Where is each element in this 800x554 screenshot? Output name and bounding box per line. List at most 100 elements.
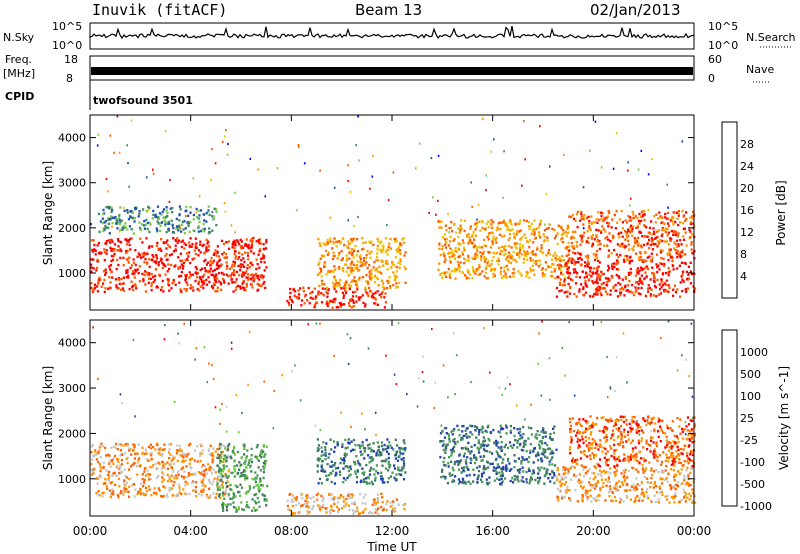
heatmap-cell [444, 243, 447, 246]
heatmap-cell [444, 475, 447, 479]
heatmap-cell [566, 468, 570, 471]
heatmap-cell [499, 233, 502, 236]
heatmap-cell [462, 241, 465, 245]
heatmap-cell [304, 293, 307, 297]
heatmap-cell [445, 432, 448, 435]
heatmap-cell [239, 269, 242, 272]
heatmap-cell [115, 284, 118, 287]
heatmap-cell [129, 465, 132, 468]
heatmap-cell [251, 263, 254, 267]
heatmap-cell [126, 209, 129, 212]
heatmap-cell [370, 466, 373, 470]
heatmap-cell [392, 448, 395, 451]
heatmap-cell [225, 473, 228, 477]
heatmap-cell [451, 466, 454, 470]
heatmap-cell [144, 452, 147, 455]
heatmap-cell [634, 241, 637, 244]
heatmap-cell [180, 468, 183, 471]
heatmap-cell [105, 485, 108, 488]
heatmap-cell [150, 272, 153, 276]
heatmap-cell [155, 254, 158, 257]
heatmap-cell [655, 485, 658, 488]
heatmap-cell [556, 232, 559, 235]
heatmap-cell [637, 292, 640, 295]
heatmap-cell [172, 280, 175, 284]
heatmap-cell [664, 495, 667, 498]
heatmap-cell [653, 480, 656, 484]
heatmap-cell [625, 289, 628, 292]
heatmap-cell [155, 493, 158, 496]
heatmap-cell [678, 500, 681, 503]
heatmap-cell [215, 273, 218, 276]
heatmap-cell [404, 449, 407, 452]
heatmap-cell [480, 255, 483, 258]
heatmap-cell [368, 252, 371, 255]
heatmap-cell [351, 295, 355, 298]
heatmap-cell [493, 442, 496, 445]
heatmap-cell [247, 490, 250, 493]
heatmap-cell [639, 281, 642, 284]
heatmap-cell [318, 242, 321, 245]
heatmap-cell [227, 274, 230, 278]
heatmap-cell [667, 206, 669, 209]
heatmap-cell [221, 450, 224, 454]
heatmap-cell [584, 279, 587, 283]
heatmap-cell [684, 500, 687, 503]
heatmap-cell [504, 272, 507, 275]
heatmap-cell [90, 445, 94, 448]
heatmap-cell [251, 242, 254, 245]
heatmap-cell [220, 456, 223, 459]
heatmap-cell [386, 224, 388, 227]
heatmap-cell [600, 478, 604, 481]
heatmap-cell [212, 447, 215, 450]
heatmap-cell [180, 223, 183, 226]
heatmap-cell [624, 468, 627, 472]
heatmap-cell [482, 117, 484, 120]
heatmap-cell [582, 475, 586, 478]
heatmap-cell [112, 490, 115, 493]
heatmap-cell [175, 239, 178, 242]
heatmap-cell [484, 244, 487, 248]
heatmap-cell [659, 248, 662, 252]
heatmap-cell [448, 440, 451, 443]
heatmap-cell [440, 430, 444, 434]
heatmap-cell [250, 458, 253, 461]
heatmap-cell [210, 454, 213, 457]
heatmap-cell [689, 494, 692, 498]
heatmap-cell [492, 256, 495, 259]
heatmap-cell [366, 444, 370, 447]
heatmap-cell [570, 261, 574, 265]
heatmap-cell [588, 267, 592, 270]
heatmap-cell [524, 252, 527, 255]
heatmap-cell [241, 275, 244, 278]
heatmap-cell [475, 458, 478, 462]
heatmap-cell [615, 263, 618, 266]
heatmap-cell [137, 490, 140, 494]
heatmap-cell [636, 244, 640, 247]
heatmap-cell [604, 290, 607, 293]
heatmap-cell [165, 493, 168, 496]
heatmap-cell [671, 256, 674, 260]
heatmap-cell [475, 225, 478, 228]
heatmap-cell [463, 274, 467, 277]
heatmap-cell [623, 285, 627, 289]
heatmap-cell [512, 443, 515, 447]
heatmap-cell [265, 241, 268, 244]
heatmap-cell [481, 458, 484, 462]
heatmap-cell [192, 177, 195, 180]
heatmap-cell [184, 480, 187, 484]
heatmap-cell [114, 483, 117, 486]
heatmap-cell [575, 241, 578, 244]
heatmap-cell [685, 290, 688, 293]
heatmap-cell [601, 225, 604, 228]
heatmap-cell [120, 489, 123, 493]
heatmap-cell [448, 240, 452, 243]
heatmap-cell [562, 228, 565, 232]
heatmap-cell [352, 438, 356, 442]
heatmap-cell [510, 223, 513, 226]
heatmap-cell [483, 260, 487, 263]
heatmap-cell [215, 483, 219, 487]
heatmap-cell [395, 270, 398, 273]
heatmap-cell [342, 500, 345, 503]
heatmap-cell [625, 221, 629, 224]
